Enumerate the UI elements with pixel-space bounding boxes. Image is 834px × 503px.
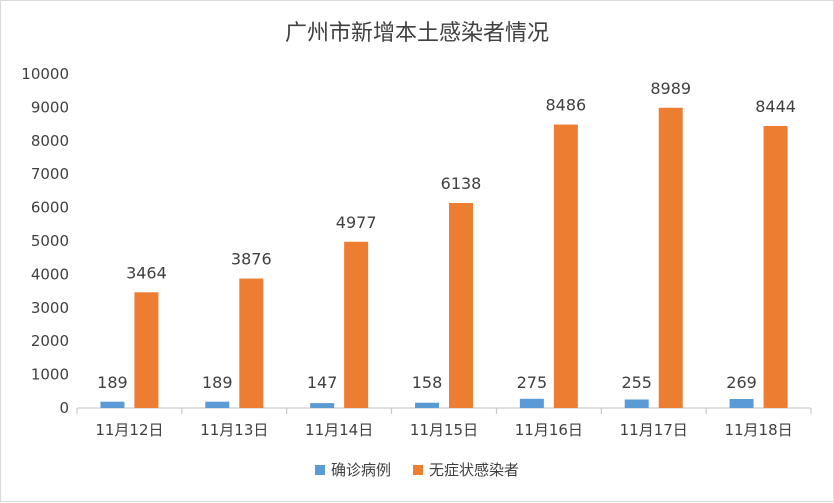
legend-label-confirmed: 确诊病例 — [330, 461, 391, 479]
legend: 确诊病例 无症状感染者 — [1, 459, 833, 480]
x-tick-label: 11月18日 — [724, 421, 792, 439]
y-tick-label: 2000 — [31, 332, 69, 350]
bar-asymptomatic — [763, 125, 788, 408]
y-tick-label: 0 — [59, 399, 69, 417]
y-tick-label: 6000 — [31, 199, 69, 217]
data-label-confirmed: 269 — [726, 373, 757, 392]
x-tick-label: 11月17日 — [620, 421, 688, 439]
data-label-asymptomatic: 3876 — [231, 250, 272, 269]
data-label-confirmed: 147 — [307, 373, 338, 392]
bar-confirmed — [205, 401, 230, 408]
data-label-confirmed: 189 — [202, 373, 233, 392]
data-label-asymptomatic: 8486 — [545, 96, 586, 115]
bar-asymptomatic — [553, 124, 578, 408]
y-tick-label: 10000 — [21, 65, 69, 83]
y-tick-label: 8000 — [31, 132, 69, 150]
bar-confirmed — [415, 402, 439, 408]
chart-title: 广州市新增本土感染者情况 — [284, 21, 549, 46]
bar-confirmed — [100, 401, 125, 408]
x-tick-label: 11月14日 — [305, 421, 373, 439]
data-label-asymptomatic: 6138 — [441, 174, 482, 193]
bar-confirmed — [624, 399, 649, 408]
data-label-asymptomatic: 3464 — [126, 263, 167, 282]
legend-item-asymptomatic: 无症状感染者 — [413, 459, 519, 480]
legend-item-confirmed: 确诊病例 — [314, 459, 391, 480]
bar-confirmed — [729, 399, 754, 408]
legend-swatch-asymptomatic — [413, 464, 423, 475]
y-tick-label: 3000 — [31, 299, 69, 317]
data-label-asymptomatic: 4977 — [336, 213, 377, 232]
data-label-confirmed: 158 — [412, 373, 443, 392]
data-label-confirmed: 189 — [97, 373, 128, 392]
bar-asymptomatic — [449, 202, 473, 408]
legend-swatch-confirmed — [314, 464, 325, 475]
bar-confirmed — [310, 403, 335, 408]
bar-asymptomatic — [658, 107, 683, 409]
x-tick-label: 11月16日 — [515, 421, 583, 439]
bar-asymptomatic — [239, 278, 264, 408]
data-label-confirmed: 275 — [517, 373, 548, 392]
bar-asymptomatic — [344, 241, 369, 408]
x-tick-label: 11月15日 — [410, 421, 478, 439]
y-tick-label: 1000 — [31, 366, 69, 384]
y-tick-label: 9000 — [31, 98, 69, 116]
data-label-asymptomatic: 8444 — [755, 97, 796, 116]
y-tick-label: 4000 — [31, 265, 69, 283]
x-tick-label: 11月12日 — [95, 421, 163, 439]
x-tick-label: 11月13日 — [200, 421, 268, 439]
bar-confirmed — [519, 398, 544, 408]
data-label-asymptomatic: 8989 — [650, 79, 691, 98]
legend-label-asymptomatic: 无症状感染者 — [429, 461, 520, 479]
y-tick-label: 7000 — [31, 165, 69, 183]
bar-asymptomatic — [134, 292, 159, 408]
y-tick-label: 5000 — [31, 232, 69, 250]
data-label-confirmed: 255 — [621, 373, 652, 392]
